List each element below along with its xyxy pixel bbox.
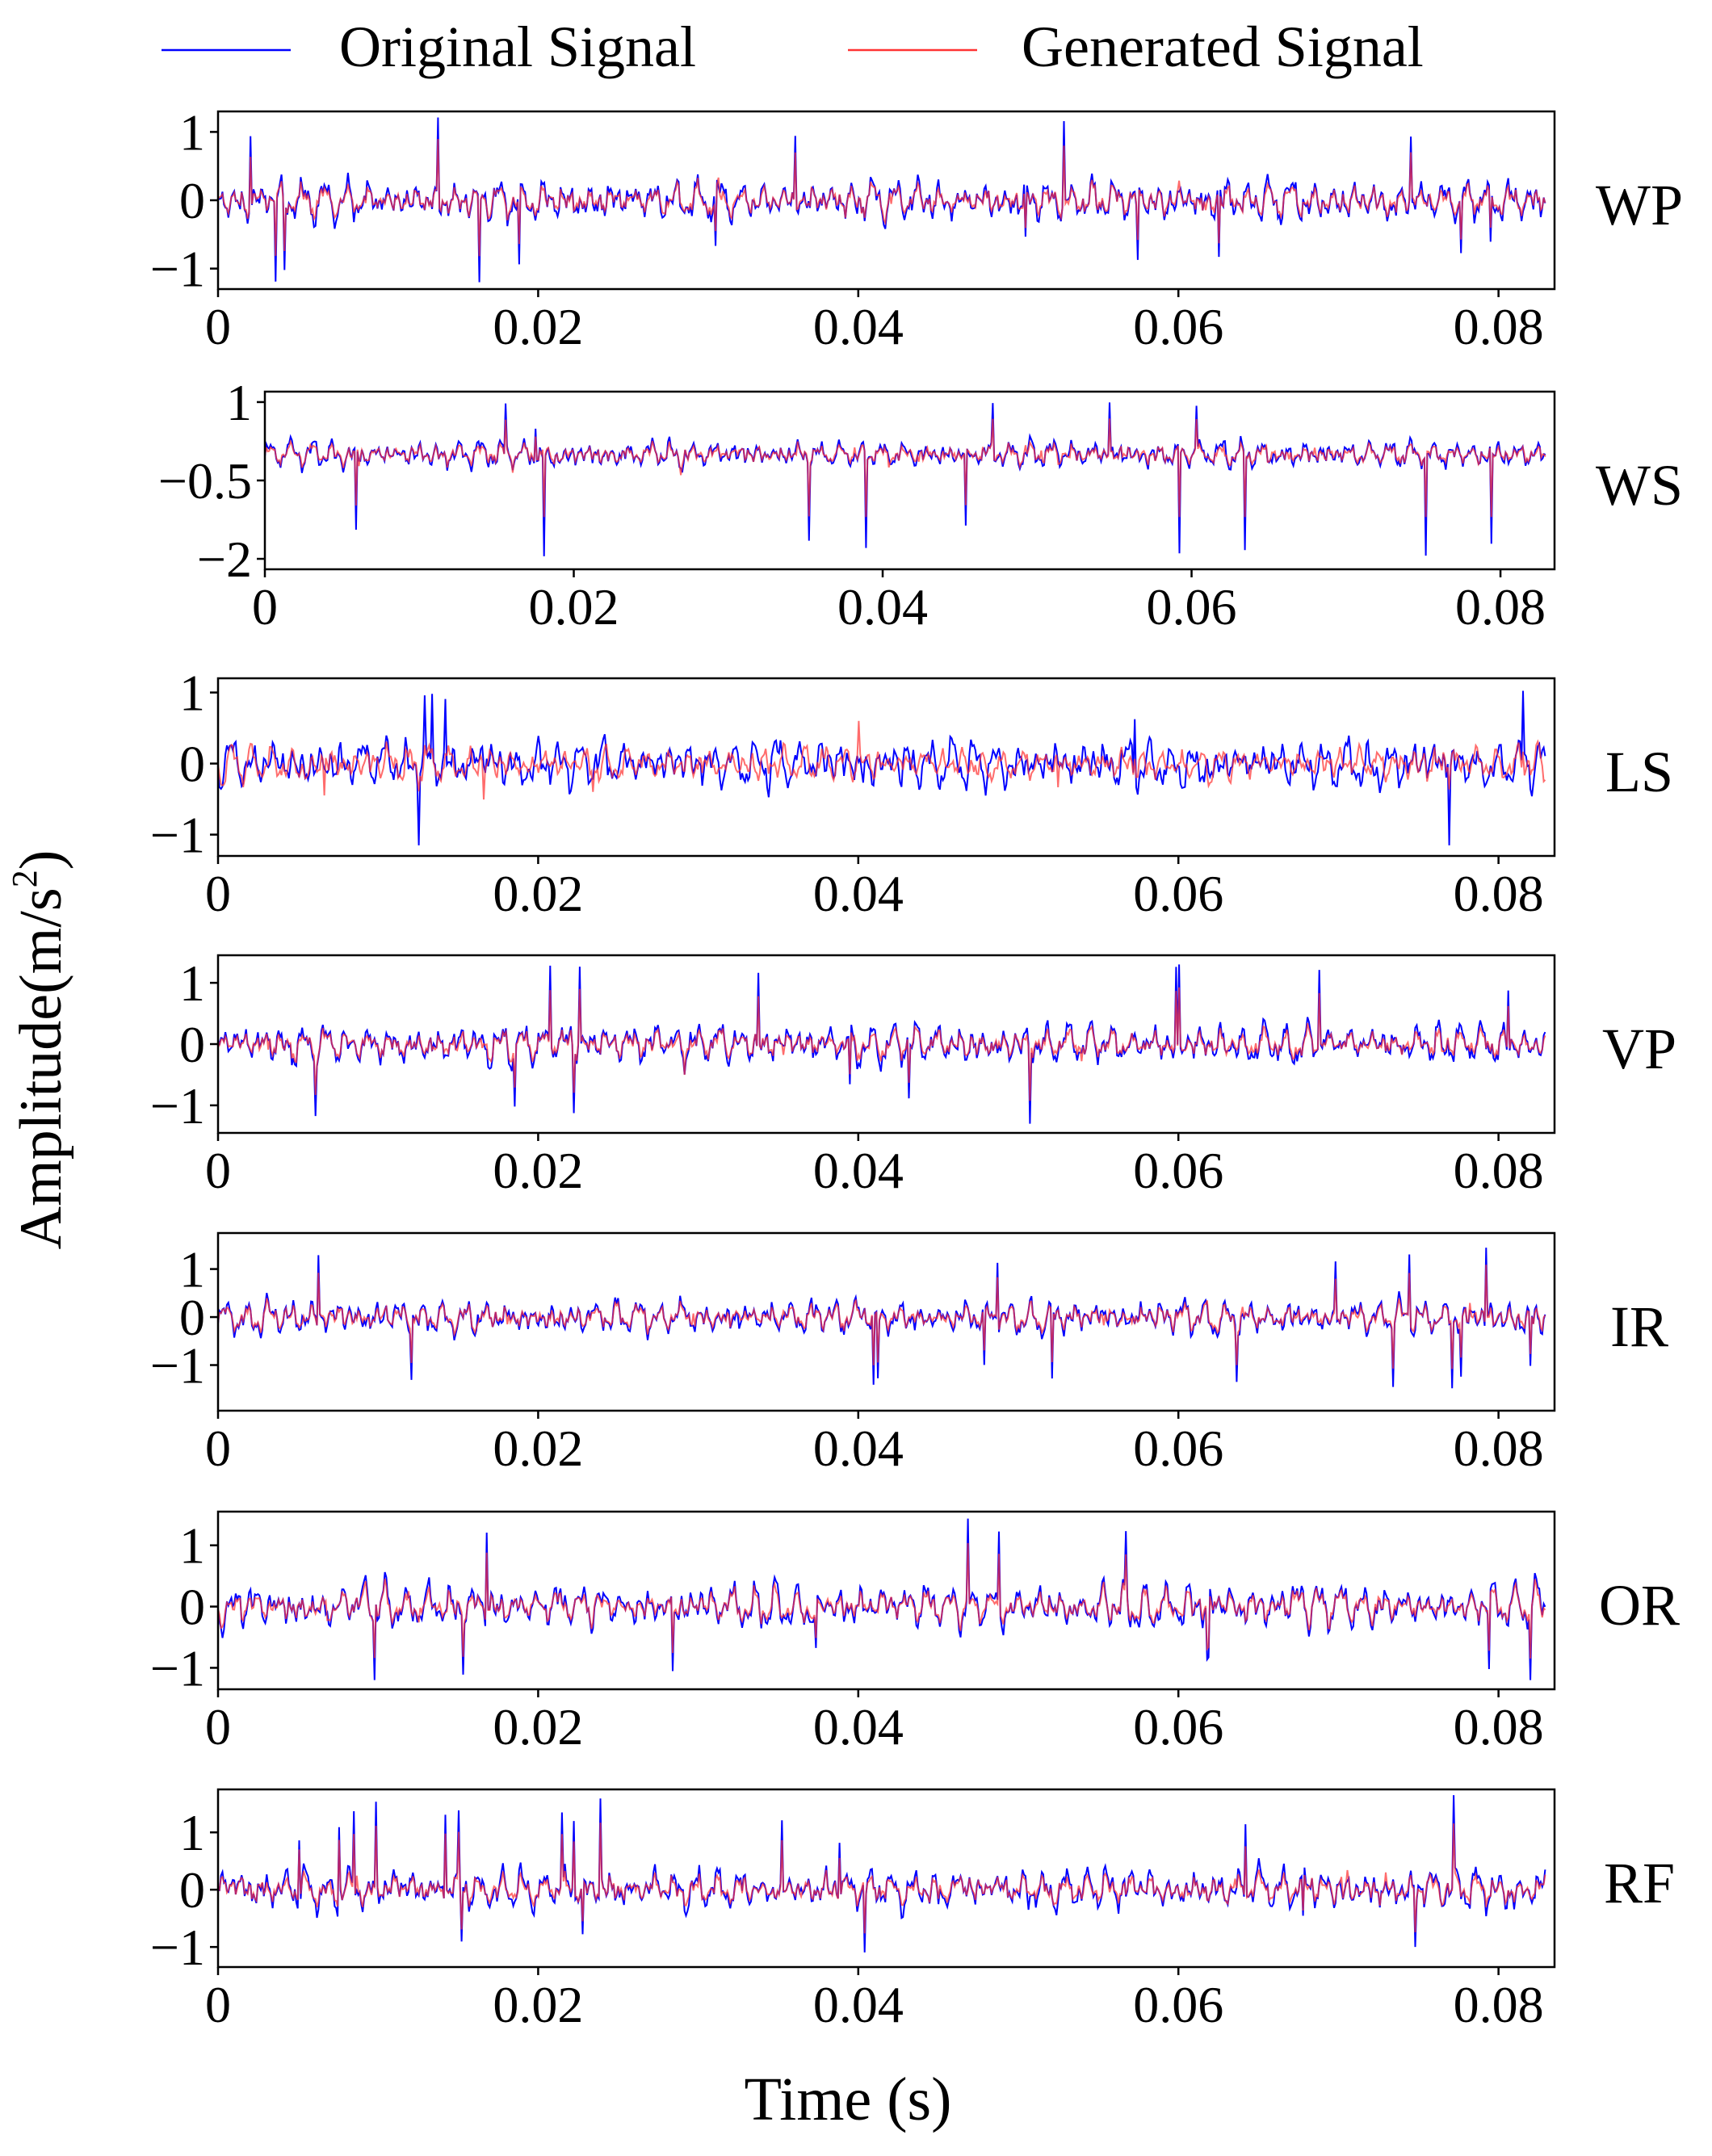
x-tick-label: 0.06 [1133,865,1223,922]
y-tick-label: 1 [179,954,205,1012]
y-tick-label: −1 [150,807,205,864]
panel-label: WS [1596,453,1683,518]
panel-label: WP [1596,173,1683,237]
y-tick-label: 1 [179,1804,205,1861]
y-tick-label: 0 [179,1861,205,1919]
x-tick-label: 0.04 [837,578,928,635]
y-axis-label-main: Amplitude(m/s [8,887,74,1249]
y-tick-label: −0.5 [158,452,252,510]
panel-label: OR [1599,1573,1680,1638]
generated-signal-line-ir [218,1265,1546,1370]
x-tick-label: 0 [205,1420,231,1477]
panel-label: VP [1602,1017,1676,1081]
original-signal-line-ws [265,402,1546,556]
x-tick-label: 0.02 [529,578,619,635]
x-tick-label: 0.06 [1147,578,1237,635]
x-tick-label: 0.04 [813,1976,904,2033]
x-tick-label: 0.02 [493,1698,583,1755]
x-tick-label: 0.06 [1133,1420,1223,1477]
y-tick-label: 0 [179,1289,205,1346]
generated-signal-line-or [218,1542,1546,1659]
x-tick-label: 0 [252,578,278,635]
x-tick-label: 0.02 [493,1142,583,1199]
x-tick-label: 0.06 [1133,1142,1223,1199]
axes-frame [216,1231,1556,1412]
x-tick-label: 0.02 [493,865,583,922]
axes-frame [263,390,1556,571]
y-tick-label: −1 [150,1337,205,1395]
y-axis-label-close: ) [8,850,74,870]
x-tick-label: 0 [205,1976,231,2033]
x-tick-label: 0.04 [813,865,904,922]
x-tick-label: 0.08 [1454,1976,1544,2033]
generated-signal-line-wp [218,139,1546,257]
y-tick-label: 0 [179,736,205,793]
axes-frame [216,1788,1556,1969]
panel-label: RF [1604,1851,1675,1915]
y-tick-label: −1 [150,241,205,298]
x-tick-label: 0.04 [813,298,904,355]
generated-signal-line-vp [218,987,1546,1101]
y-tick-label: 1 [226,374,252,431]
x-axis-label: Time (s) [745,2066,952,2133]
x-tick-label: 0.08 [1454,1142,1544,1199]
x-tick-label: 0.04 [813,1142,904,1199]
x-tick-label: 0.06 [1133,1976,1223,2033]
y-tick-label: −1 [150,1639,205,1697]
y-tick-label: 1 [179,1241,205,1298]
x-tick-label: 0.08 [1455,578,1546,635]
x-tick-label: 0 [205,1698,231,1755]
legend-original-label: Original Signal [339,15,696,79]
legend: Original Signal Generated Signal [162,15,1424,79]
x-tick-label: 0 [205,865,231,922]
y-tick-label: 1 [179,665,205,722]
x-tick-label: 0.02 [493,1976,583,2033]
x-tick-label: 0.04 [813,1420,904,1477]
x-tick-label: 0.04 [813,1698,904,1755]
y-tick-label: 1 [179,1517,205,1575]
original-signal-line-rf [218,1795,1546,1953]
axes-frame [216,110,1556,291]
x-tick-label: 0 [205,298,231,355]
panel-ws: 0 0.02 0.04 0.06 0.08 −2 −0.5 1 WS [158,374,1683,635]
original-signal-line-wp [218,117,1546,283]
axes-frame [216,677,1556,858]
x-tick-label: 0.08 [1454,1698,1544,1755]
x-tick-label: 0.06 [1133,298,1223,355]
y-tick-label: 1 [179,103,205,161]
y-tick-label: 0 [179,1579,205,1636]
panel-label: IR [1610,1294,1668,1359]
x-tick-label: 0 [205,1142,231,1199]
panel-label: LS [1605,740,1673,804]
generated-signal-line-ls [218,720,1546,800]
x-tick-label: 0.02 [493,1420,583,1477]
x-tick-label: 0.02 [493,298,583,355]
y-tick-label: 0 [179,1016,205,1073]
x-tick-label: 0.08 [1454,1420,1544,1477]
y-tick-label: −2 [197,531,252,588]
generated-signal-line-rf [218,1823,1546,1934]
y-tick-label: −1 [150,1919,205,1976]
y-axis-label-superscript: 2 [5,870,44,887]
y-axis-label: Amplitude(m/s2) [5,850,74,1250]
axes-frame [216,1510,1556,1691]
x-tick-label: 0.06 [1133,1698,1223,1755]
legend-generated-label: Generated Signal [1022,15,1424,79]
y-tick-label: 0 [179,172,205,229]
generated-signal-line-ws [265,418,1546,518]
y-tick-label: −1 [150,1077,205,1135]
x-tick-label: 0.08 [1454,298,1544,355]
x-tick-label: 0.08 [1454,865,1544,922]
